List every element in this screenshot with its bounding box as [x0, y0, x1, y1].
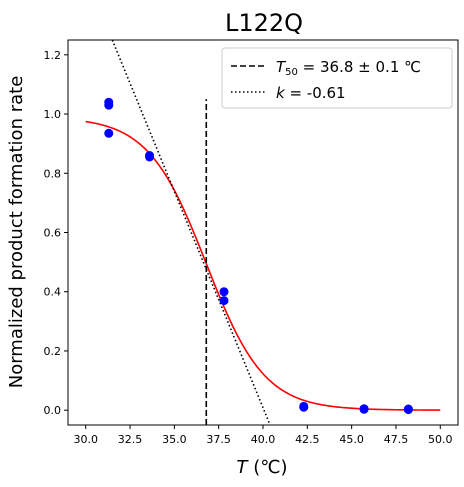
chart-title: L122Q — [225, 9, 303, 37]
data-point — [299, 402, 309, 412]
x-tick-label: 42.5 — [295, 433, 320, 446]
x-tick-label: 35.0 — [162, 433, 187, 446]
data-point — [104, 100, 114, 110]
legend-slope-symbol: k — [276, 84, 286, 102]
y-tick-label: 0.8 — [44, 167, 62, 180]
legend-box — [221, 47, 453, 109]
legend: T50 = 36.8 ± 0.1 ℃ k = -0.61 — [221, 47, 453, 109]
y-tick-label: 0.6 — [44, 227, 62, 240]
x-tick-label: 37.5 — [206, 433, 231, 446]
x-tick-label: 30.0 — [73, 433, 98, 446]
sigmoid-fit-line — [85, 120, 441, 411]
y-axis-label: Normalized product formation rate — [6, 76, 27, 389]
data-point — [145, 152, 155, 162]
legend-t50-symbol: T — [276, 58, 287, 76]
plot-area — [85, 40, 441, 425]
x-tick-label: 47.5 — [384, 433, 409, 446]
x-axis-label-unit: (℃) — [248, 457, 288, 478]
legend-t50-subscript: 50 — [285, 67, 298, 78]
x-tick-label: 32.5 — [118, 433, 143, 446]
x-axis-label-symbol: T — [237, 457, 250, 478]
y-tick-label: 0.0 — [44, 404, 62, 417]
slope-tangent-line — [111, 40, 271, 425]
data-point — [359, 404, 369, 414]
legend-t50-value: = 36.8 ± 0.1 ℃ — [298, 58, 421, 76]
x-axis: 30.0 32.5 35.0 37.5 40.0 42.5 45.0 47.5 50.0 — [73, 425, 453, 446]
x-tick-label: 45.0 — [339, 433, 364, 446]
data-point — [403, 405, 413, 415]
x-axis-label: T (℃) — [237, 457, 288, 478]
legend-slope-entry: k = -0.61 — [276, 84, 346, 102]
y-tick-label: 1.2 — [44, 49, 62, 62]
plot-content — [85, 40, 441, 425]
data-point — [219, 287, 229, 297]
x-tick-label: 50.0 — [428, 433, 453, 446]
data-point — [104, 128, 114, 138]
y-tick-label: 1.0 — [44, 108, 62, 121]
legend-t50-entry: T50 = 36.8 ± 0.1 ℃ — [276, 58, 421, 78]
y-tick-label: 0.4 — [44, 286, 62, 299]
legend-slope-value: = -0.61 — [285, 84, 346, 102]
y-axis: 0.0 0.2 0.4 0.6 0.8 1.0 1.2 — [44, 49, 68, 417]
y-tick-label: 0.2 — [44, 345, 62, 358]
x-tick-label: 40.0 — [251, 433, 276, 446]
data-point — [219, 296, 229, 306]
